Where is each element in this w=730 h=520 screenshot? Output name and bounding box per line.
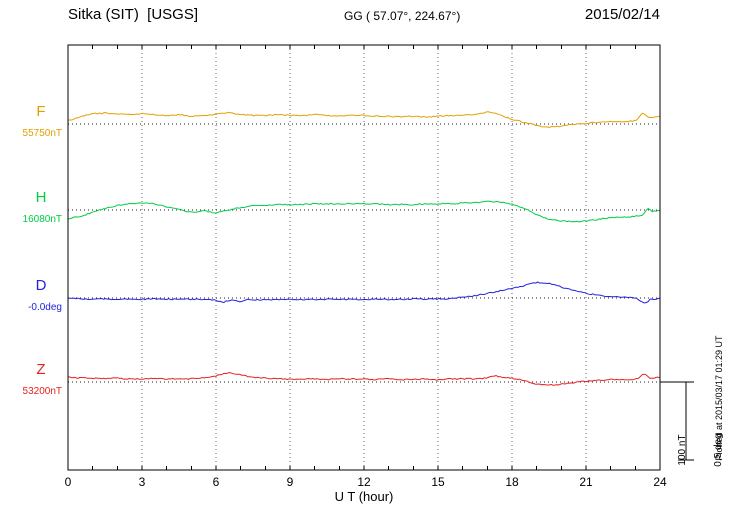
date-label: 2015/02/14 [584, 6, 660, 23]
x-axis-title: U T (hour) [334, 489, 394, 504]
x-tick-label-21: 21 [579, 475, 593, 489]
x-tick-label-9: 9 [286, 475, 294, 489]
x-tick-label-12: 12 [357, 475, 371, 489]
trace-D [67, 281, 661, 304]
plot-frame [67, 44, 661, 471]
series-baseline-value-H: 16080nT [22, 214, 62, 225]
x-tick-label-18: 18 [505, 475, 519, 489]
x-tick-label-3: 3 [138, 475, 146, 489]
series-baseline-value-Z: 53200nT [22, 386, 62, 397]
series-name-D: D [35, 277, 47, 294]
trace-H [67, 200, 661, 223]
series-name-F: F [36, 103, 46, 120]
geo-coordinates: GG ( 57.07°, 224.67°) [344, 9, 461, 23]
trace-Z [68, 371, 661, 386]
series-baseline-value-D: -0.0deg [28, 302, 62, 313]
x-tick-label-6: 6 [212, 475, 220, 489]
x-tick-label-0: 0 [64, 475, 72, 489]
scale-nt-label: 100 nT [677, 434, 688, 466]
series-name-Z: Z [36, 361, 46, 378]
series-baseline-value-F: 55750nT [22, 128, 62, 139]
trace-F [67, 111, 661, 128]
x-tick-label-15: 15 [431, 475, 445, 489]
station-title: Sitka (SIT) [USGS] [68, 6, 199, 23]
series-name-H: H [35, 189, 47, 206]
plotted-at-note: Plotted at 2015/03/17 01:29 UT [714, 335, 724, 461]
x-tick-label-24: 24 [653, 475, 667, 489]
